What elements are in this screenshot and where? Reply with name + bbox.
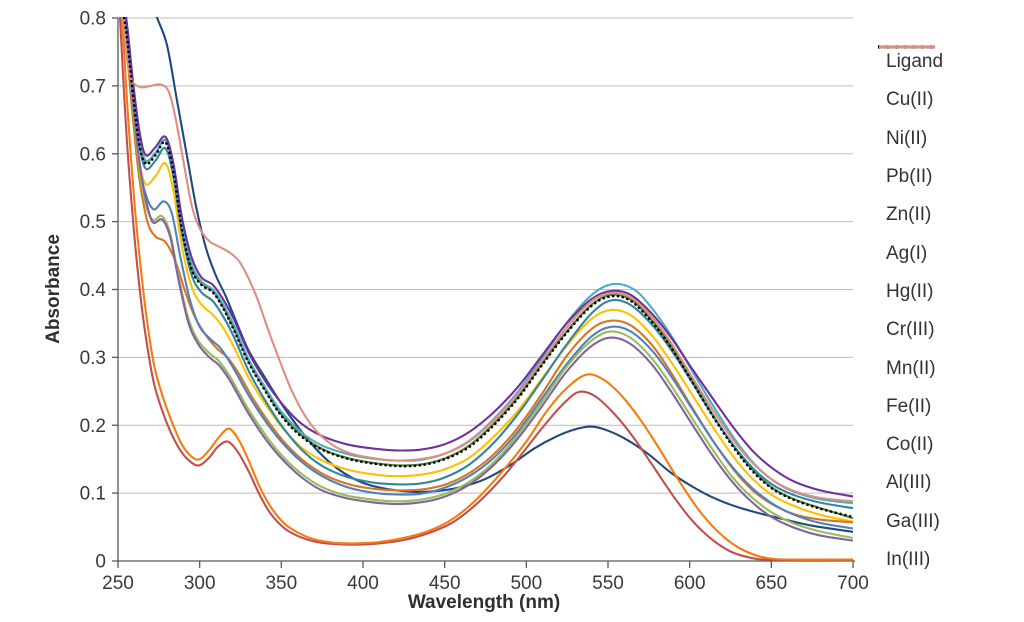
legend-label-ni-ii: Ni(II) bbox=[886, 127, 928, 149]
series-line-mn-ii bbox=[123, 17, 853, 539]
y-tick-label: 0.5 bbox=[80, 212, 106, 233]
legend-label-zn-ii: Zn(II) bbox=[886, 204, 932, 226]
legend-label-mn-ii: Mn(II) bbox=[886, 357, 936, 379]
legend-item-co-ii: Co(II) bbox=[878, 45, 943, 464]
legend-item-fe-ii: Fe(II) bbox=[878, 45, 943, 426]
legend-item-cr-iii: Cr(III) bbox=[878, 45, 943, 349]
x-tick-label: 400 bbox=[347, 573, 379, 594]
x-tick-label: 350 bbox=[265, 573, 297, 594]
y-tick-label: 0.2 bbox=[80, 416, 106, 437]
y-tick-label: 0.6 bbox=[80, 144, 106, 165]
y-tick-label: 0.1 bbox=[80, 484, 106, 505]
legend-label-co-ii: Co(II) bbox=[886, 434, 934, 456]
legend-swatch-in-iii bbox=[879, 45, 935, 49]
legend-label-fe-ii: Fe(II) bbox=[886, 395, 932, 417]
legend-item-pb-ii: Pb(II) bbox=[878, 45, 943, 196]
series-line-pb-ii bbox=[122, 17, 853, 523]
x-tick-label: 650 bbox=[755, 573, 787, 594]
legend-item-in-iii: In(III) bbox=[878, 45, 943, 579]
y-tick-label: 0 bbox=[95, 552, 106, 573]
legend-item-zn-ii: Zn(II) bbox=[878, 45, 943, 234]
legend-item-ni-ii: Ni(II) bbox=[878, 45, 943, 158]
legend-item-ag-i: Ag(I) bbox=[878, 45, 943, 272]
legend-label-cr-iii: Cr(III) bbox=[886, 319, 935, 341]
legend-label-ag-i: Ag(I) bbox=[886, 242, 928, 264]
legend-item-mn-ii: Mn(II) bbox=[878, 45, 943, 387]
x-tick-label: 450 bbox=[429, 573, 461, 594]
x-tick-label: 600 bbox=[674, 573, 706, 594]
y-tick-label: 0.8 bbox=[80, 9, 106, 30]
legend-item-al-iii: Al(III) bbox=[878, 45, 943, 502]
legend-label-al-iii: Al(III) bbox=[886, 472, 932, 494]
series-line-in-iii bbox=[121, 17, 853, 503]
x-tick-label: 500 bbox=[510, 573, 542, 594]
legend: Ligand Cu(II) Ni(II) Pb(II) Zn(II) Ag(I) Hg(II… bbox=[878, 43, 943, 579]
x-tick-label: 700 bbox=[837, 573, 869, 594]
legend-item-cu-ii: Cu(II) bbox=[878, 45, 943, 119]
series-line-ligand bbox=[122, 17, 853, 519]
series-group bbox=[118, 17, 853, 561]
legend-item-hg-ii: Hg(II) bbox=[878, 45, 943, 311]
series-line-ga-iii bbox=[124, 17, 853, 498]
y-axis-title: Absorbance bbox=[43, 234, 64, 344]
legend-label-hg-ii: Hg(II) bbox=[886, 280, 934, 302]
x-tick-label: 300 bbox=[184, 573, 216, 594]
series-line-al-iii bbox=[120, 17, 853, 561]
legend-item-ga-iii: Ga(III) bbox=[878, 45, 943, 541]
legend-label-ligand: Ligand bbox=[886, 51, 944, 73]
y-tick-label: 0.4 bbox=[80, 280, 107, 301]
x-tick-label: 250 bbox=[102, 573, 134, 594]
legend-label-cu-ii: Cu(II) bbox=[886, 89, 934, 111]
series-line-cr-iii bbox=[118, 17, 853, 561]
y-tick-label: 0.7 bbox=[80, 76, 106, 97]
legend-label-pb-ii: Pb(II) bbox=[886, 166, 933, 188]
legend-label-in-iii: In(III) bbox=[886, 549, 931, 570]
legend-label-ga-iii: Ga(III) bbox=[886, 510, 940, 532]
x-axis-title: Wavelength (nm) bbox=[407, 592, 561, 613]
x-tick-label: 550 bbox=[592, 573, 624, 594]
series-line-hg-ii bbox=[122, 17, 853, 530]
y-tick-label: 0.3 bbox=[80, 348, 106, 369]
series-line-fe-ii bbox=[124, 17, 853, 542]
